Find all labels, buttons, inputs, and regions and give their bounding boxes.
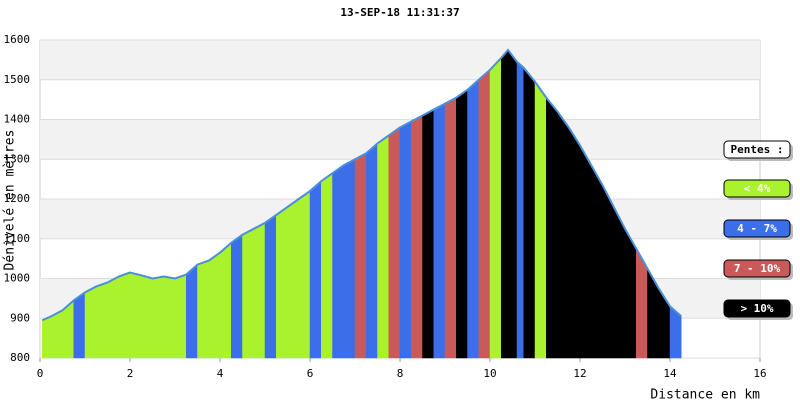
legend-label-box <box>723 259 791 278</box>
slope-segment <box>591 164 603 359</box>
legend-label-box <box>723 179 791 198</box>
legend-title-box <box>723 140 791 159</box>
slope-segment <box>489 57 502 359</box>
slope-segment <box>276 206 288 359</box>
slope-segment <box>388 126 401 359</box>
y-tick-label: 1200 <box>4 192 31 205</box>
slope-segment <box>42 315 52 359</box>
slope-segment <box>579 144 592 359</box>
x-tick-label: 12 <box>573 367 586 380</box>
slope-segment <box>118 272 131 359</box>
y-tick-label: 1400 <box>4 113 31 126</box>
slope-segment <box>624 227 637 359</box>
chart-title: 13-SEP-18 11:31:37 <box>340 6 459 19</box>
slope-segment <box>107 276 119 359</box>
x-tick-label: 2 <box>127 367 134 380</box>
slope-segment <box>377 134 389 359</box>
slope-segment <box>309 180 322 359</box>
y-axis-label: Dénivelé en mètres <box>3 130 18 271</box>
legend-title: Pentes : <box>731 143 784 156</box>
slope-segment <box>73 291 86 359</box>
x-tick-label: 4 <box>217 367 224 380</box>
slope-segment <box>332 164 344 359</box>
x-tick-label: 16 <box>753 367 766 380</box>
slope-segment <box>208 252 221 359</box>
legend-label: < 4% <box>744 182 771 195</box>
slope-segment <box>557 110 569 359</box>
y-tick-label: 1100 <box>4 232 31 245</box>
slope-segment <box>613 206 626 359</box>
x-tick-label: 8 <box>397 367 404 380</box>
legend-label-box <box>723 219 791 238</box>
slope-segment <box>411 115 423 359</box>
x-tick-label: 0 <box>37 367 44 380</box>
x-tick-label: 10 <box>483 367 496 380</box>
slope-segment <box>516 61 524 359</box>
y-tick-label: 900 <box>10 311 30 324</box>
slope-segment <box>523 67 536 359</box>
slope-segment <box>186 264 198 359</box>
slope-segment <box>507 49 518 359</box>
slope-segment <box>129 272 142 359</box>
y-tick-label: 1000 <box>4 272 31 285</box>
slope-segment <box>51 309 63 359</box>
slope-segment <box>422 109 434 359</box>
legend-label: 7 - 10% <box>734 262 781 275</box>
slope-segment <box>366 142 378 359</box>
slope-segment <box>231 234 243 359</box>
legend-label-box <box>723 299 791 318</box>
profile-line <box>41 48 682 322</box>
slope-segment <box>219 242 232 359</box>
slope-segment <box>287 198 299 359</box>
slope-segment <box>467 79 479 359</box>
slope-segment <box>568 126 581 359</box>
y-tick-label: 1600 <box>4 33 31 46</box>
slope-segment <box>264 214 277 359</box>
slope-segment <box>197 260 209 359</box>
x-tick-label: 14 <box>663 367 677 380</box>
slope-segment <box>399 121 412 359</box>
slope-segment <box>242 228 254 359</box>
x-axis-label: Distance en km <box>650 388 760 400</box>
slope-segment <box>96 282 108 359</box>
slope-segment <box>602 184 614 359</box>
slope-segment <box>546 96 558 359</box>
y-tick-label: 1300 <box>4 152 31 165</box>
slope-segment <box>321 172 333 359</box>
slope-segment <box>433 103 446 359</box>
slope-segment <box>163 276 176 359</box>
slope-segment <box>84 286 97 359</box>
legend-label: > 10% <box>740 302 773 315</box>
x-tick-label: 6 <box>307 367 314 380</box>
slope-segment <box>298 190 311 359</box>
slope-segment <box>141 274 153 359</box>
slope-segment <box>456 89 468 359</box>
y-tick-label: 800 <box>10 351 30 364</box>
slope-segment <box>174 274 187 359</box>
slope-segment <box>253 222 266 359</box>
y-tick-label: 1500 <box>4 73 31 86</box>
slope-segment <box>501 49 509 359</box>
slope-segment <box>354 152 367 359</box>
legend-label: 4 - 7% <box>737 222 777 235</box>
slope-segment <box>478 69 491 359</box>
slope-segment <box>534 80 547 359</box>
slope-segment <box>343 158 356 359</box>
grid-band <box>40 40 760 80</box>
slope-segment <box>152 276 164 359</box>
slope-segment <box>444 97 457 359</box>
